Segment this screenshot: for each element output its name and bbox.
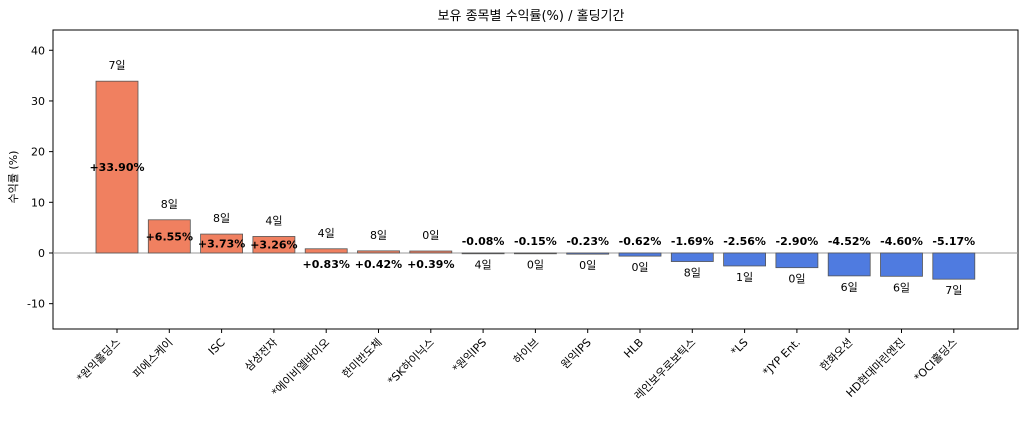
data-label: -0.23% bbox=[566, 235, 609, 248]
x-tick-label: 삼성전자 bbox=[242, 336, 280, 374]
x-tick-label: ISC bbox=[206, 336, 228, 358]
data-label: -0.15% bbox=[514, 235, 557, 248]
bar bbox=[200, 233, 244, 254]
data-label: -4.60% bbox=[880, 235, 923, 248]
holding-label: 4일 bbox=[265, 213, 282, 227]
x-tick-label: 하이브 bbox=[510, 335, 541, 366]
bar bbox=[357, 250, 400, 254]
bar bbox=[95, 80, 139, 254]
x-tick-label: HLB bbox=[621, 336, 646, 361]
holding-label: 8일 bbox=[213, 211, 230, 225]
data-label: -2.56% bbox=[723, 235, 766, 248]
data-label: +0.39% bbox=[407, 258, 454, 271]
bar bbox=[147, 219, 191, 254]
bar bbox=[880, 252, 923, 277]
x-tick-label: *원익IPS bbox=[450, 336, 489, 375]
data-label: +3.26% bbox=[250, 239, 297, 252]
x-tick-label: *LS bbox=[728, 336, 750, 358]
y-tick-label: 20 bbox=[31, 146, 45, 159]
x-tick-label: 피에스케이 bbox=[130, 336, 175, 381]
data-label: +3.73% bbox=[198, 238, 245, 251]
bar bbox=[618, 252, 662, 257]
holding-label: 0일 bbox=[422, 228, 439, 242]
y-tick-label: -10 bbox=[27, 298, 45, 311]
bar bbox=[566, 252, 610, 255]
holding-label: 8일 bbox=[684, 266, 701, 280]
holding-label: 0일 bbox=[631, 260, 648, 274]
x-tick-label: 한미반도체 bbox=[340, 336, 385, 381]
holding-label: 4일 bbox=[318, 226, 335, 240]
y-tick-label: 10 bbox=[31, 196, 45, 209]
bar bbox=[514, 252, 557, 255]
y-axis-label: 수익률 (%) bbox=[7, 151, 20, 204]
bar bbox=[827, 252, 871, 277]
bar bbox=[723, 252, 766, 267]
holding-label: 6일 bbox=[893, 280, 910, 294]
plot-area: -10 0 10 20 30 40 +33.90% 7일 *원익홀딩스 +6.55% 8일피에스케이… bbox=[27, 29, 1019, 402]
bar bbox=[775, 252, 819, 269]
bar bbox=[932, 252, 976, 280]
holding-label: 0일 bbox=[527, 258, 544, 272]
holding-label: 4일 bbox=[475, 257, 492, 271]
holding-label: 0일 bbox=[788, 272, 805, 286]
data-label: -4.52% bbox=[828, 235, 871, 248]
data-label: +33.90% bbox=[89, 161, 144, 174]
data-label: +0.83% bbox=[303, 258, 350, 271]
holding-label: 8일 bbox=[370, 228, 387, 242]
x-tick-label: *JYP Ent. bbox=[760, 336, 803, 379]
x-tick-label: *SK하이닉스 bbox=[384, 335, 436, 387]
x-tick-label: 원익IPS bbox=[558, 336, 593, 371]
holding-label: 1일 bbox=[736, 270, 753, 284]
data-label: +0.42% bbox=[355, 258, 402, 271]
x-tick-label: 한화오션 bbox=[818, 336, 856, 374]
bar bbox=[670, 252, 714, 262]
bar bbox=[461, 252, 505, 255]
data-label: -1.69% bbox=[671, 235, 714, 248]
x-tick-label: *원익홀딩스 bbox=[74, 336, 123, 385]
holding-label: 6일 bbox=[841, 280, 858, 294]
holding-label: 7일 bbox=[945, 283, 962, 297]
data-label: -2.90% bbox=[776, 235, 819, 248]
data-label: -0.62% bbox=[619, 235, 662, 248]
y-tick-label: 40 bbox=[31, 44, 45, 57]
chart-title: 보유 종목별 수익률(%) / 홀딩기간 bbox=[438, 9, 625, 24]
holding-label: 7일 bbox=[108, 58, 125, 72]
data-label: -0.08% bbox=[462, 235, 505, 248]
y-tick-label: 30 bbox=[31, 95, 45, 108]
bar bbox=[409, 250, 453, 254]
holding-label: 8일 bbox=[161, 197, 178, 211]
bar bbox=[252, 236, 296, 254]
x-tick-label: *OCI홀딩스 bbox=[912, 336, 960, 384]
y-tick-label: 0 bbox=[38, 247, 45, 260]
holding-label: 0일 bbox=[579, 258, 596, 272]
data-label: +6.55% bbox=[146, 230, 193, 243]
data-label: -5.17% bbox=[932, 235, 975, 248]
plot-frame bbox=[52, 29, 1019, 330]
bar bbox=[304, 248, 348, 254]
